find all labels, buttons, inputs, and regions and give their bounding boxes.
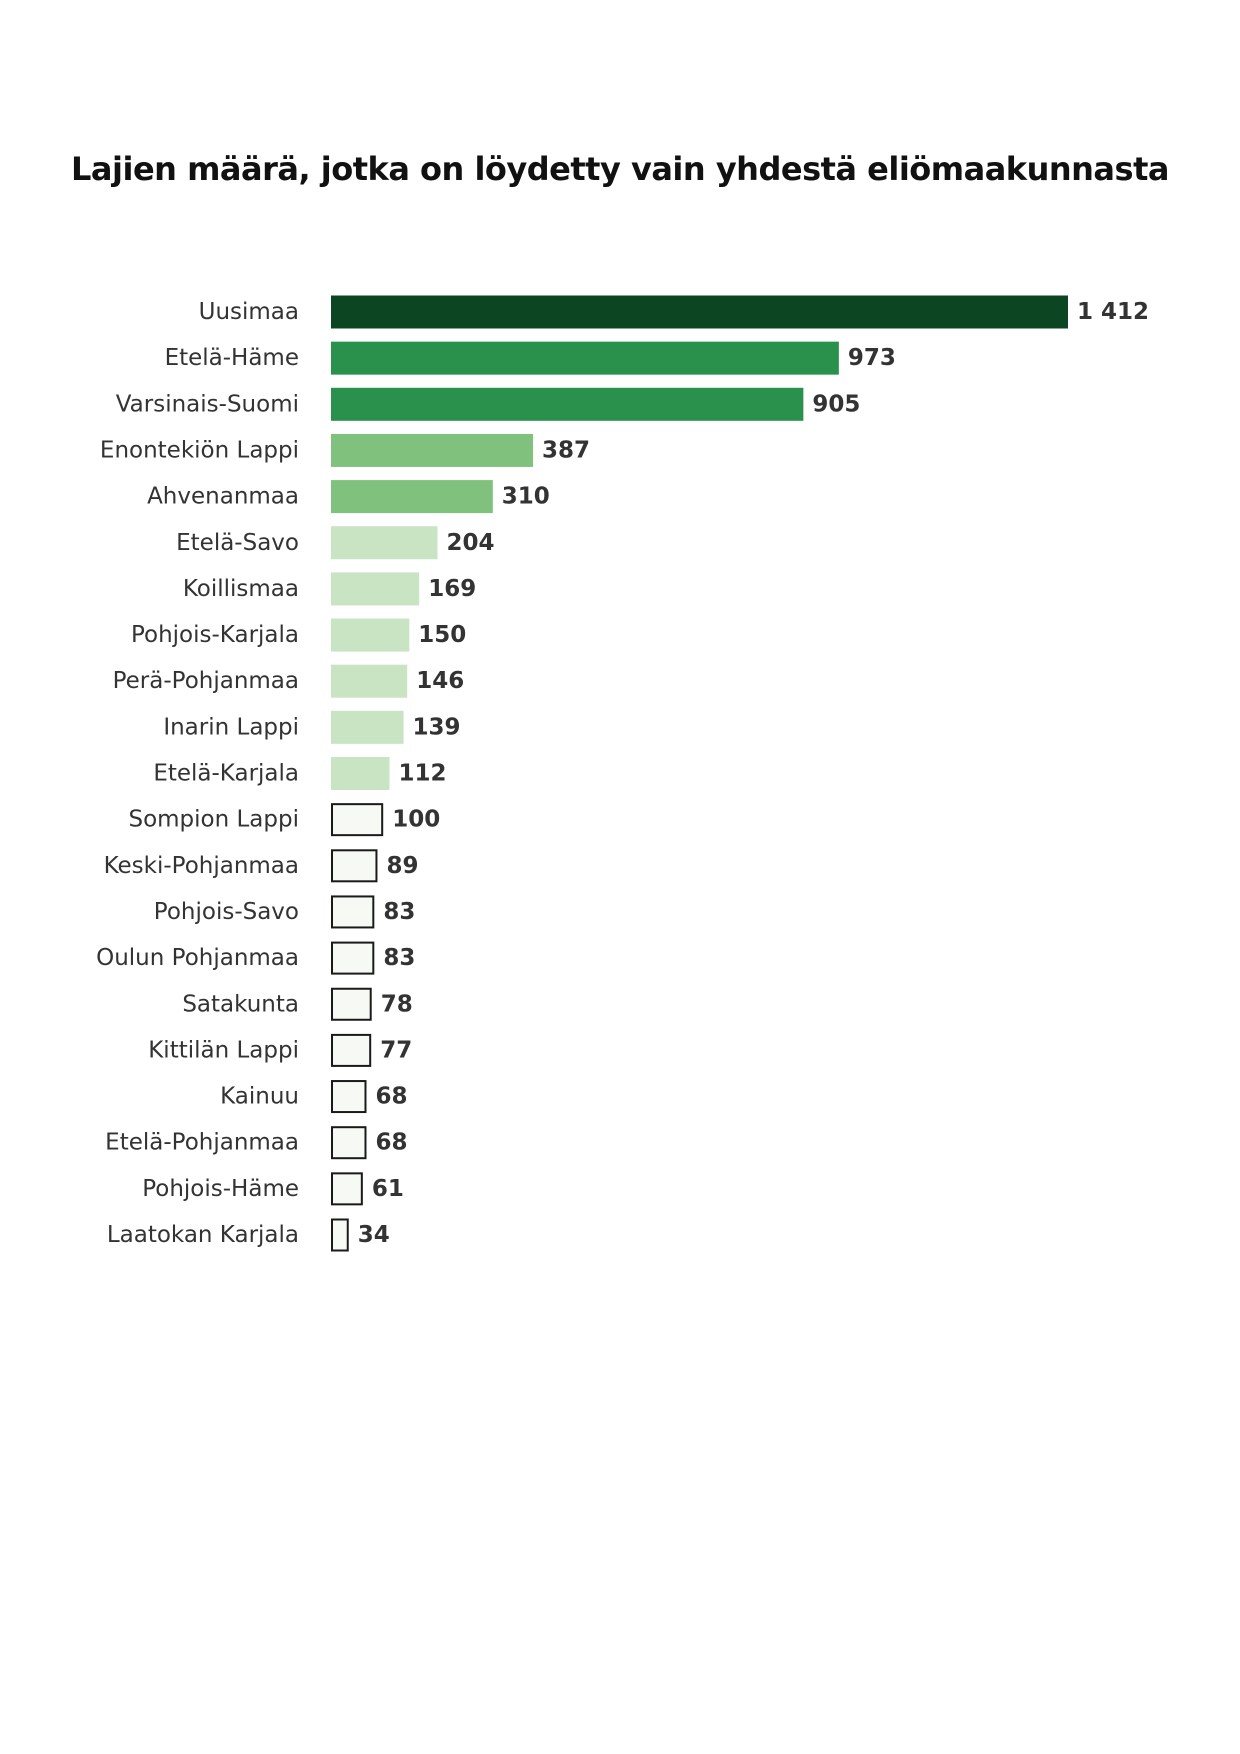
bar-kainuu bbox=[331, 1080, 367, 1114]
bar-keski-pohjanmaa bbox=[331, 849, 378, 883]
bar-oulun-pohjanmaa bbox=[331, 941, 375, 975]
value-label-pohjois-karjala: 150 bbox=[418, 622, 466, 648]
category-label-oulun-pohjanmaa: Oulun Pohjanmaa bbox=[96, 945, 299, 971]
bar-uusimaa bbox=[331, 295, 1068, 329]
category-label-laatokan-karjala: Laatokan Karjala bbox=[107, 1222, 299, 1248]
category-label-etela-savo: Etelä-Savo bbox=[176, 530, 299, 556]
bar-etela-karjala bbox=[331, 757, 390, 790]
bar-etela-pohjanmaa bbox=[331, 1126, 367, 1160]
bar-pohjois-karjala bbox=[331, 618, 410, 652]
value-label-pohjois-savo: 83 bbox=[383, 899, 415, 925]
bars-layer bbox=[331, 295, 1068, 1252]
bar-pera-pohjanmaa bbox=[331, 664, 408, 698]
category-label-pohjois-savo: Pohjois-Savo bbox=[154, 899, 299, 925]
category-label-keski-pohjanmaa: Keski-Pohjanmaa bbox=[104, 853, 299, 879]
category-labels: Uusimaa Etelä-Häme Varsinais-Suomi Enonteki… bbox=[96, 299, 299, 1248]
category-label-enontekion-lappi: Enontekiön Lappi bbox=[100, 437, 299, 463]
value-label-etela-hame: 973 bbox=[848, 345, 896, 371]
category-label-ahvenanmaa: Ahvenanmaa bbox=[147, 484, 299, 510]
category-label-pera-pohjanmaa: Perä-Pohjanmaa bbox=[113, 668, 299, 694]
value-label-enontekion-lappi: 387 bbox=[542, 437, 590, 463]
category-label-pohjois-hame: Pohjois-Häme bbox=[142, 1176, 299, 1202]
bar-pohjois-savo bbox=[331, 895, 375, 929]
bar-koillismaa bbox=[331, 572, 420, 606]
category-label-kainuu: Kainuu bbox=[220, 1084, 299, 1110]
value-label-oulun-pohjanmaa: 83 bbox=[383, 945, 415, 971]
category-label-satakunta: Satakunta bbox=[182, 991, 299, 1017]
bar-pohjois-hame bbox=[331, 1172, 363, 1206]
chart-title: Lajien määrä, jotka on löydetty vain yhd… bbox=[71, 150, 1169, 188]
category-label-etela-karjala: Etelä-Karjala bbox=[153, 761, 299, 787]
category-label-etela-pohjanmaa: Etelä-Pohjanmaa bbox=[105, 1130, 299, 1156]
bar-etela-hame bbox=[331, 341, 839, 375]
value-label-varsinais-suomi: 905 bbox=[812, 391, 860, 417]
category-label-etela-hame: Etelä-Häme bbox=[165, 345, 299, 371]
bar-enontekion-lappi bbox=[331, 433, 533, 467]
value-label-ahvenanmaa: 310 bbox=[502, 484, 550, 510]
value-label-sompion-lappi: 100 bbox=[392, 807, 440, 833]
value-label-laatokan-karjala: 34 bbox=[358, 1222, 390, 1248]
bar-kittilan-lappi bbox=[331, 1033, 372, 1067]
value-label-pohjois-hame: 61 bbox=[372, 1176, 404, 1202]
value-label-pera-pohjanmaa: 146 bbox=[416, 668, 464, 694]
value-label-etela-karjala: 112 bbox=[398, 761, 446, 787]
category-label-pohjois-karjala: Pohjois-Karjala bbox=[131, 622, 299, 648]
category-label-kittilan-lappi: Kittilän Lappi bbox=[148, 1037, 299, 1063]
bar-satakunta bbox=[331, 987, 372, 1021]
value-labels: 1 412 973 905 387 310 204 169 150 146 139 112 100 89… bbox=[358, 299, 1149, 1248]
value-label-kainuu: 68 bbox=[375, 1084, 407, 1110]
bar-varsinais-suomi bbox=[331, 387, 804, 421]
bar-laatokan-karjala bbox=[331, 1218, 349, 1252]
value-label-keski-pohjanmaa: 89 bbox=[386, 853, 418, 879]
value-label-etela-pohjanmaa: 68 bbox=[375, 1130, 407, 1156]
value-label-etela-savo: 204 bbox=[446, 530, 494, 556]
category-label-inarin-lappi: Inarin Lappi bbox=[163, 714, 299, 740]
value-label-kittilan-lappi: 77 bbox=[380, 1037, 412, 1063]
category-label-sompion-lappi: Sompion Lappi bbox=[128, 807, 299, 833]
bar-etela-savo bbox=[331, 526, 438, 560]
value-label-koillismaa: 169 bbox=[428, 576, 476, 602]
bar-sompion-lappi bbox=[331, 803, 384, 837]
category-label-uusimaa: Uusimaa bbox=[199, 299, 299, 325]
category-label-varsinais-suomi: Varsinais-Suomi bbox=[116, 391, 299, 417]
category-label-koillismaa: Koillismaa bbox=[183, 576, 299, 602]
value-label-uusimaa: 1 412 bbox=[1077, 299, 1149, 325]
value-label-satakunta: 78 bbox=[381, 991, 413, 1017]
value-label-inarin-lappi: 139 bbox=[413, 714, 461, 740]
bar-ahvenanmaa bbox=[331, 480, 493, 514]
bar-inarin-lappi bbox=[331, 710, 404, 744]
